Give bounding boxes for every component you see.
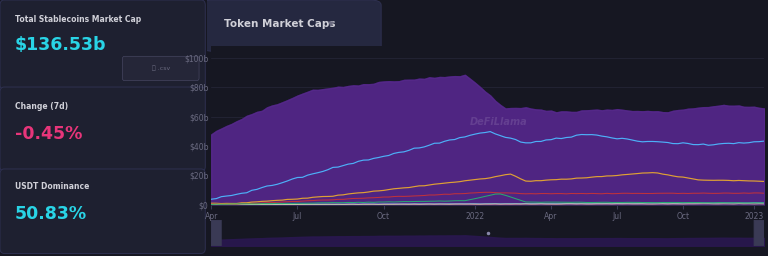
FancyBboxPatch shape xyxy=(202,0,381,51)
Text: Change (7d): Change (7d) xyxy=(15,102,68,111)
FancyBboxPatch shape xyxy=(0,0,205,90)
Text: $136.53b: $136.53b xyxy=(15,36,106,54)
FancyBboxPatch shape xyxy=(0,169,205,253)
Text: -0.45%: -0.45% xyxy=(15,125,82,143)
Text: ▾: ▾ xyxy=(328,19,333,29)
Text: DeFiLlama: DeFiLlama xyxy=(470,117,528,127)
Text: USDT Dominance: USDT Dominance xyxy=(15,182,89,191)
Text: Total Stablecoins Market Cap: Total Stablecoins Market Cap xyxy=(15,15,141,24)
Text: Token Market Caps: Token Market Caps xyxy=(224,19,336,29)
FancyBboxPatch shape xyxy=(211,220,221,246)
Text: ⤓ .csv: ⤓ .csv xyxy=(151,66,170,71)
FancyBboxPatch shape xyxy=(122,56,199,81)
Text: 50.83%: 50.83% xyxy=(15,205,87,223)
FancyBboxPatch shape xyxy=(0,87,205,172)
FancyBboxPatch shape xyxy=(754,220,764,246)
